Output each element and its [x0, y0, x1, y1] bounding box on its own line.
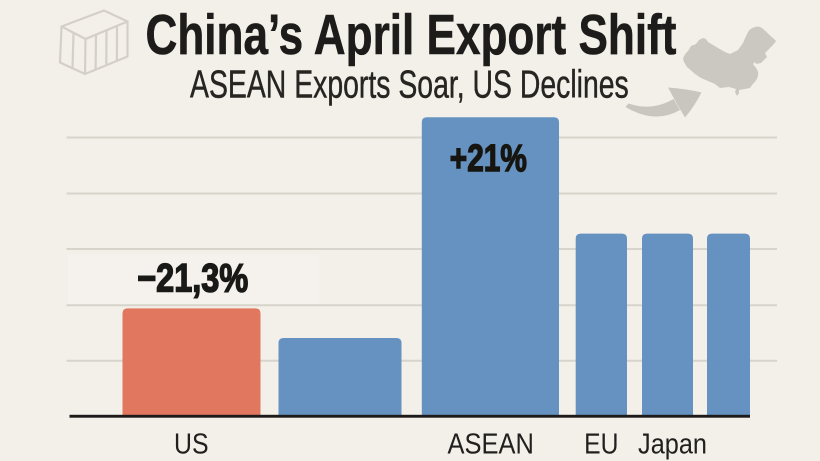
- svg-text:−21,3%: −21,3%: [137, 256, 248, 300]
- svg-text:US: US: [174, 428, 209, 460]
- svg-text:ASEAN Exports Soar, US Decline: ASEAN Exports Soar, US Declines: [190, 63, 629, 106]
- svg-text:China’s April Export Shift: China’s April Export Shift: [146, 3, 677, 67]
- svg-text:+21%: +21%: [450, 138, 527, 180]
- svg-text:ASEAN: ASEAN: [448, 428, 534, 460]
- svg-text:EU: EU: [584, 428, 618, 460]
- svg-text:Japan: Japan: [638, 428, 707, 460]
